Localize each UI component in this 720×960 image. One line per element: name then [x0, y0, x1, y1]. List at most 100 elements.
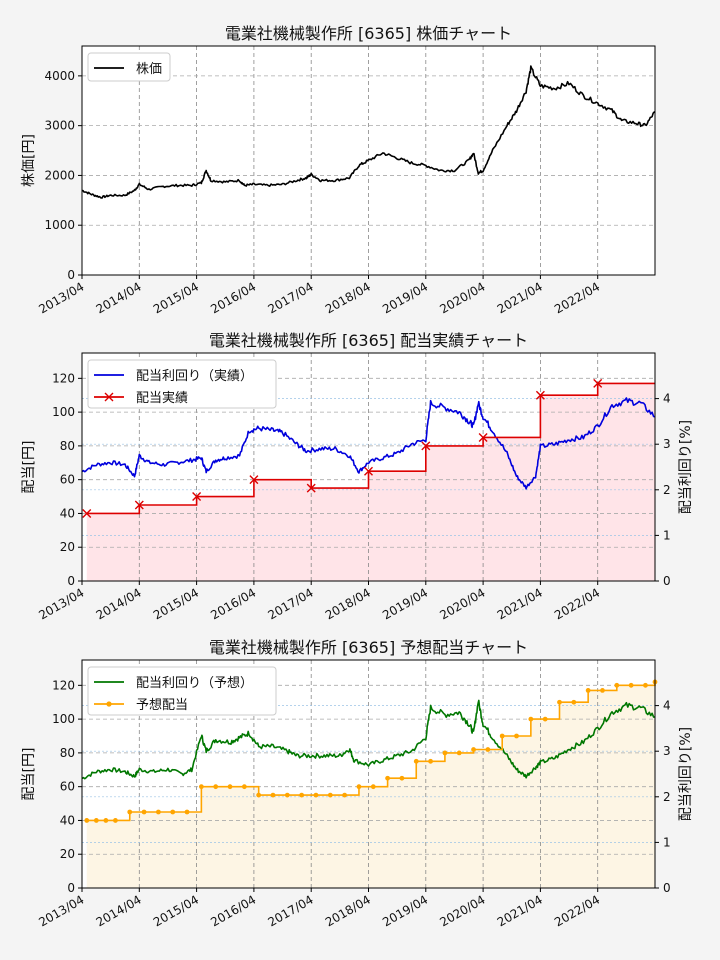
dividend-marker — [213, 784, 219, 790]
y-right-tick-label: 4 — [663, 392, 671, 406]
dividend-marker — [103, 818, 109, 823]
y-tick-label: 60 — [60, 473, 75, 487]
y-tick-label: 20 — [60, 847, 75, 861]
chart-title: 電業社機械製作所 [6365] 株価チャート — [225, 24, 512, 43]
y-right-tick-label: 0 — [663, 881, 671, 895]
y-tick-label: 3000 — [44, 119, 75, 133]
y-right-tick-label: 3 — [663, 744, 671, 758]
dividend-marker — [184, 809, 190, 815]
y-right-tick-label: 2 — [663, 790, 671, 804]
x-tick-label: 2017/04 — [266, 279, 316, 316]
dividend-marker — [528, 716, 534, 722]
legend-box — [87, 666, 277, 716]
x-tick-label: 2015/04 — [151, 892, 201, 929]
y-tick-label: 100 — [52, 712, 75, 726]
legend-label: 配当利回り（予想） — [136, 675, 253, 691]
dividend-marker — [614, 682, 620, 688]
dividend-marker — [306, 483, 316, 493]
dividend-marker — [256, 792, 262, 798]
y-right-tick-label: 1 — [663, 835, 671, 849]
x-tick-label: 2016/04 — [208, 585, 258, 622]
dividend-marker — [542, 716, 548, 722]
chart-title: 電業社機械製作所 [6365] 予想配当チャート — [209, 638, 528, 657]
y-axis-label: 配当[円] — [21, 441, 37, 494]
y-tick-label: 0 — [67, 268, 75, 282]
dividend-marker — [643, 682, 648, 688]
dividend-marker — [84, 818, 90, 823]
x-tick-label: 2015/04 — [151, 585, 201, 622]
legend-label: 配当実績 — [136, 390, 188, 406]
legend-label: 株価 — [136, 62, 162, 77]
x-tick-label: 2019/04 — [380, 279, 430, 316]
y-right-axis-label: 配当利回り[%] — [678, 420, 694, 514]
dividend-marker — [249, 475, 259, 485]
dividend-marker — [585, 688, 591, 693]
dividend-marker — [299, 792, 305, 798]
x-tick-label: 2013/04 — [36, 892, 86, 929]
y-tick-label: 80 — [60, 439, 75, 453]
dividend-marker — [241, 784, 247, 790]
x-tick-label: 2014/04 — [94, 892, 144, 929]
dividend-marker — [170, 809, 176, 815]
y-right-axis-label: 配当利回り[%] — [678, 727, 694, 821]
dividend-fill-area — [86, 383, 655, 581]
dividend-fill-area — [86, 681, 655, 888]
legend: 配当利回り（実績） 配当実績 — [87, 359, 277, 409]
dividend-marker — [413, 758, 419, 764]
dividend-marker — [514, 733, 519, 739]
legend-box — [87, 359, 277, 409]
y-tick-label: 120 — [52, 371, 75, 385]
legend-marker — [104, 392, 114, 402]
x-tick-label: 2013/04 — [36, 585, 86, 622]
dividend-marker — [456, 750, 462, 756]
dividend-marker — [270, 792, 276, 798]
x-tick-label: 2016/04 — [208, 892, 258, 929]
x-tick-label: 2020/04 — [437, 279, 487, 316]
x-tick-label: 2018/04 — [323, 279, 373, 316]
dividend-marker — [628, 682, 634, 688]
x-tick-label: 2022/04 — [552, 279, 602, 316]
y-tick-label: 0 — [67, 574, 75, 588]
dividend-marker — [198, 784, 204, 790]
dividend-marker — [571, 699, 577, 705]
y-tick-label: 40 — [60, 506, 75, 520]
dividend-marker — [600, 688, 605, 693]
x-tick-label: 2021/04 — [495, 585, 545, 622]
y-right-tick-label: 2 — [663, 483, 671, 497]
chart-title: 電業社機械製作所 [6365] 配当実績チャート — [209, 331, 528, 350]
legend: 株価 — [87, 52, 171, 82]
x-tick-label: 2020/04 — [437, 585, 487, 622]
y-axis-label: 配当[円] — [21, 748, 37, 801]
legend-label: 予想配当 — [136, 697, 188, 713]
dividend-marker — [93, 818, 99, 823]
dividend-marker — [82, 508, 92, 518]
chart-panel-2: 0 20 40 60 80 100 120 0 1 2 3 4 2013/04 2014/04 2015/0… — [21, 331, 694, 623]
x-tick-label: 2015/04 — [151, 279, 201, 316]
y-right-tick-label: 0 — [663, 574, 671, 588]
dividend-marker — [134, 500, 144, 510]
y-tick-label: 40 — [60, 813, 75, 827]
dividend-marker — [370, 784, 376, 790]
dividend-marker — [471, 747, 476, 752]
y-tick-label: 120 — [52, 678, 75, 692]
y-tick-label: 0 — [67, 881, 75, 895]
x-tick-label: 2021/04 — [495, 279, 545, 316]
dividend-marker — [428, 758, 433, 764]
series-line — [81, 699, 656, 780]
dividend-marker — [327, 792, 333, 798]
x-tick-label: 2018/04 — [323, 585, 373, 622]
y-tick-label: 60 — [60, 780, 75, 794]
dividend-marker — [421, 441, 431, 451]
dividend-marker — [478, 432, 488, 442]
legend-marker — [106, 701, 112, 707]
y-tick-label: 100 — [52, 405, 75, 419]
x-tick-label: 2017/04 — [266, 585, 316, 622]
y-right-tick-label: 4 — [663, 699, 671, 713]
y-tick-label: 80 — [60, 746, 75, 760]
x-tick-label: 2022/04 — [552, 892, 602, 929]
y-tick-label: 1000 — [44, 218, 75, 232]
y-tick-label: 2000 — [44, 168, 75, 182]
legend-box — [87, 52, 171, 82]
x-tick-label: 2021/04 — [495, 892, 545, 929]
